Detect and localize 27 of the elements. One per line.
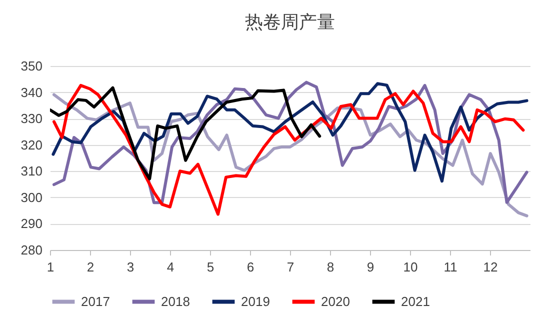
y-tick-label: 280 — [20, 242, 42, 258]
y-tick-label: 350 — [20, 58, 42, 74]
x-tick-label: 5 — [206, 260, 214, 274]
y-tick-label: 340 — [20, 84, 42, 100]
x-tick-label: 2 — [86, 260, 94, 274]
x-tick-label: 8 — [326, 260, 334, 274]
legend-label: 2018 — [161, 294, 190, 309]
line-series — [50, 86, 322, 180]
y-tick-label: 320 — [20, 137, 42, 152]
x-tick-label: 10 — [403, 260, 418, 274]
x-tick-label: 1 — [46, 260, 54, 274]
legend-label: 2021 — [401, 294, 430, 309]
x-tick-label: 4 — [166, 260, 174, 274]
y-tick-label: 300 — [20, 190, 42, 205]
x-tick-label: 11 — [444, 260, 458, 274]
y-tick-label: 310 — [20, 164, 42, 179]
x-tick-label: 12 — [483, 260, 498, 274]
x-tick-label: 9 — [366, 260, 374, 274]
legend-label: 2019 — [241, 294, 270, 309]
x-tick-label: 7 — [286, 260, 294, 274]
x-tick-label: 6 — [246, 260, 254, 274]
legend-label: 2017 — [81, 294, 110, 309]
chart-title: 热卷周产量 — [245, 12, 335, 32]
legend-label: 2020 — [321, 294, 350, 309]
x-tick-label: 3 — [126, 260, 134, 274]
y-tick-label: 330 — [20, 111, 42, 126]
y-tick-label: 290 — [20, 216, 42, 232]
